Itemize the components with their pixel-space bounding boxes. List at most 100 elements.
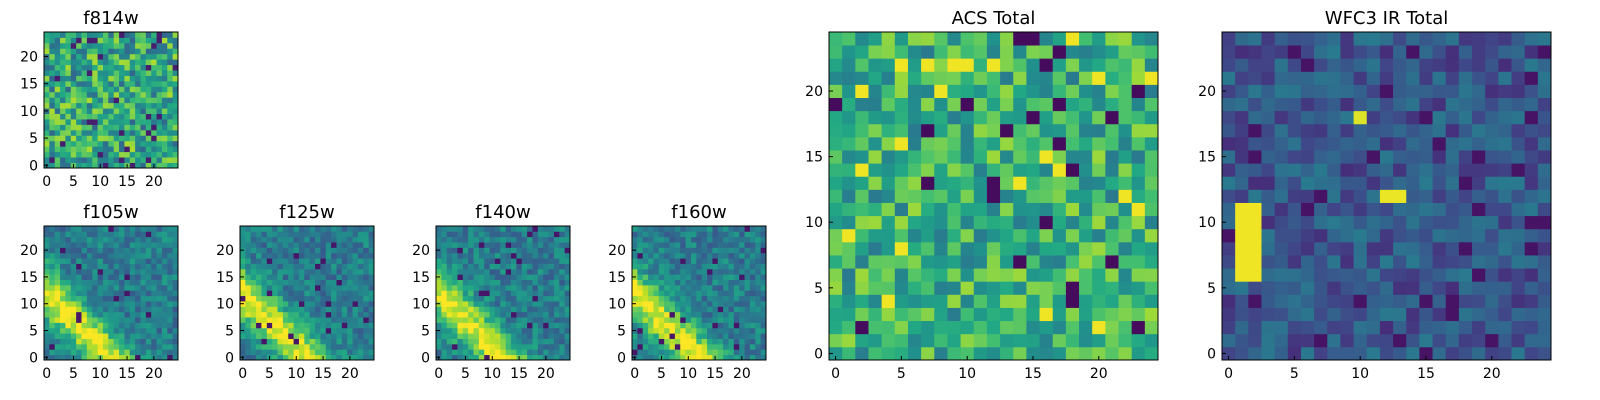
- heatmap-cell: [1261, 307, 1276, 322]
- heatmap-cell: [76, 48, 82, 55]
- heatmap-cell: [462, 327, 469, 334]
- heatmap-cell: [1105, 202, 1119, 217]
- heatmap-cell: [151, 236, 157, 243]
- heatmap-cell: [685, 338, 692, 345]
- heatmap-cell: [701, 354, 708, 361]
- heatmap-cell: [240, 279, 246, 286]
- heatmap-cell: [1379, 307, 1394, 322]
- heatmap-cell: [653, 284, 660, 291]
- heatmap-cell: [934, 320, 948, 335]
- heatmap-cell: [690, 242, 697, 248]
- heatmap-cell: [881, 71, 896, 85]
- heatmap-cell: [1472, 32, 1486, 46]
- heatmap-cell: [363, 279, 370, 286]
- heatmap-cell: [293, 242, 300, 248]
- heatmap-cell: [680, 226, 686, 232]
- heatmap-cell: [151, 140, 157, 147]
- heatmap-cell: [97, 247, 104, 254]
- heatmap-cell: [135, 64, 141, 71]
- heatmap-cell: [696, 268, 703, 275]
- heatmap-cell: [894, 241, 909, 256]
- heatmap-cell: [632, 317, 638, 323]
- heatmap-cell: [1432, 163, 1447, 177]
- heatmap-cell: [97, 91, 104, 98]
- heatmap-cell: [1079, 241, 1093, 256]
- heatmap-cell: [1261, 163, 1276, 177]
- heatmap-cell: [1235, 123, 1249, 138]
- heatmap-cell: [760, 311, 767, 318]
- heatmap-cell: [868, 97, 883, 112]
- heatmap-cell: [744, 327, 751, 334]
- heatmap-cell: [70, 102, 77, 109]
- heatmap-cell: [54, 80, 61, 87]
- heatmap-cell: [54, 242, 61, 248]
- heatmap-cell: [167, 343, 174, 350]
- heatmap-cell: [452, 338, 458, 345]
- heatmap-cell: [1458, 97, 1473, 112]
- heatmap-cell: [161, 242, 168, 248]
- heatmap-cell: [462, 247, 469, 254]
- heatmap-cell: [320, 274, 327, 280]
- heatmap-cell: [108, 279, 115, 286]
- heatmap-cell: [145, 146, 152, 153]
- heatmap-cell: [1432, 110, 1447, 125]
- heatmap-cell: [245, 279, 252, 286]
- heatmap-cell: [457, 290, 464, 297]
- heatmap-cell: [92, 97, 98, 104]
- heatmap-cell: [947, 215, 961, 230]
- heatmap-cell: [532, 274, 539, 280]
- heatmap-cell: [320, 231, 327, 238]
- heatmap-cell: [653, 343, 660, 350]
- heatmap-cell: [309, 333, 316, 339]
- heatmap-cell: [1144, 163, 1159, 177]
- heatmap-cell: [553, 317, 560, 323]
- heatmap-cell: [632, 343, 638, 350]
- heatmap-cell: [484, 306, 490, 313]
- heatmap-cell: [161, 279, 168, 286]
- heatmap-cell: [1432, 294, 1447, 308]
- heatmap-cell: [140, 119, 147, 125]
- heatmap-cell: [156, 236, 163, 243]
- heatmap-cell: [108, 268, 115, 275]
- heatmap-cell: [1052, 307, 1067, 322]
- heatmap-cell: [473, 295, 480, 302]
- heatmap-cell: [921, 71, 935, 85]
- heatmap-cell: [642, 306, 649, 313]
- heatmap-cell: [135, 32, 141, 38]
- heatmap-cell: [1248, 71, 1262, 85]
- heatmap-cell: [707, 295, 713, 302]
- heatmap-cell: [277, 268, 284, 275]
- heatmap-cell: [309, 252, 316, 259]
- heatmap-cell: [707, 354, 713, 361]
- heatmap-cell: [240, 343, 246, 350]
- heatmap-cell: [119, 306, 125, 313]
- heatmap-cell: [49, 113, 56, 120]
- heatmap-cell: [1379, 97, 1394, 112]
- heatmap-cell: [829, 150, 843, 164]
- heatmap-cell: [250, 295, 257, 302]
- heatmap-cell: [315, 343, 321, 350]
- x-tick-label: 5: [1290, 366, 1299, 382]
- heatmap-cell: [907, 110, 922, 125]
- heatmap-cell: [521, 311, 528, 318]
- heatmap-cell: [145, 338, 152, 345]
- heatmap-cell: [489, 322, 496, 329]
- heatmap-cell: [744, 349, 751, 356]
- heatmap-cell: [921, 320, 935, 335]
- heatmap-cell: [140, 151, 147, 158]
- heatmap-cell: [347, 274, 353, 280]
- heatmap-cell: [266, 327, 273, 334]
- heatmap-cell: [1340, 294, 1354, 308]
- heatmap-cell: [755, 301, 762, 307]
- heatmap-cell: [934, 45, 948, 59]
- heatmap-cell: [1092, 255, 1106, 269]
- heatmap-cell: [44, 129, 50, 136]
- heatmap-cell: [1118, 281, 1133, 295]
- heatmap-cell: [842, 189, 856, 203]
- heatmap-cell: [1432, 333, 1447, 348]
- heatmap-cell: [1393, 228, 1407, 243]
- heatmap-cell: [494, 349, 501, 356]
- heatmap-cell: [44, 146, 50, 153]
- axes-frame: [43, 225, 179, 361]
- heatmap-cell: [1065, 150, 1080, 164]
